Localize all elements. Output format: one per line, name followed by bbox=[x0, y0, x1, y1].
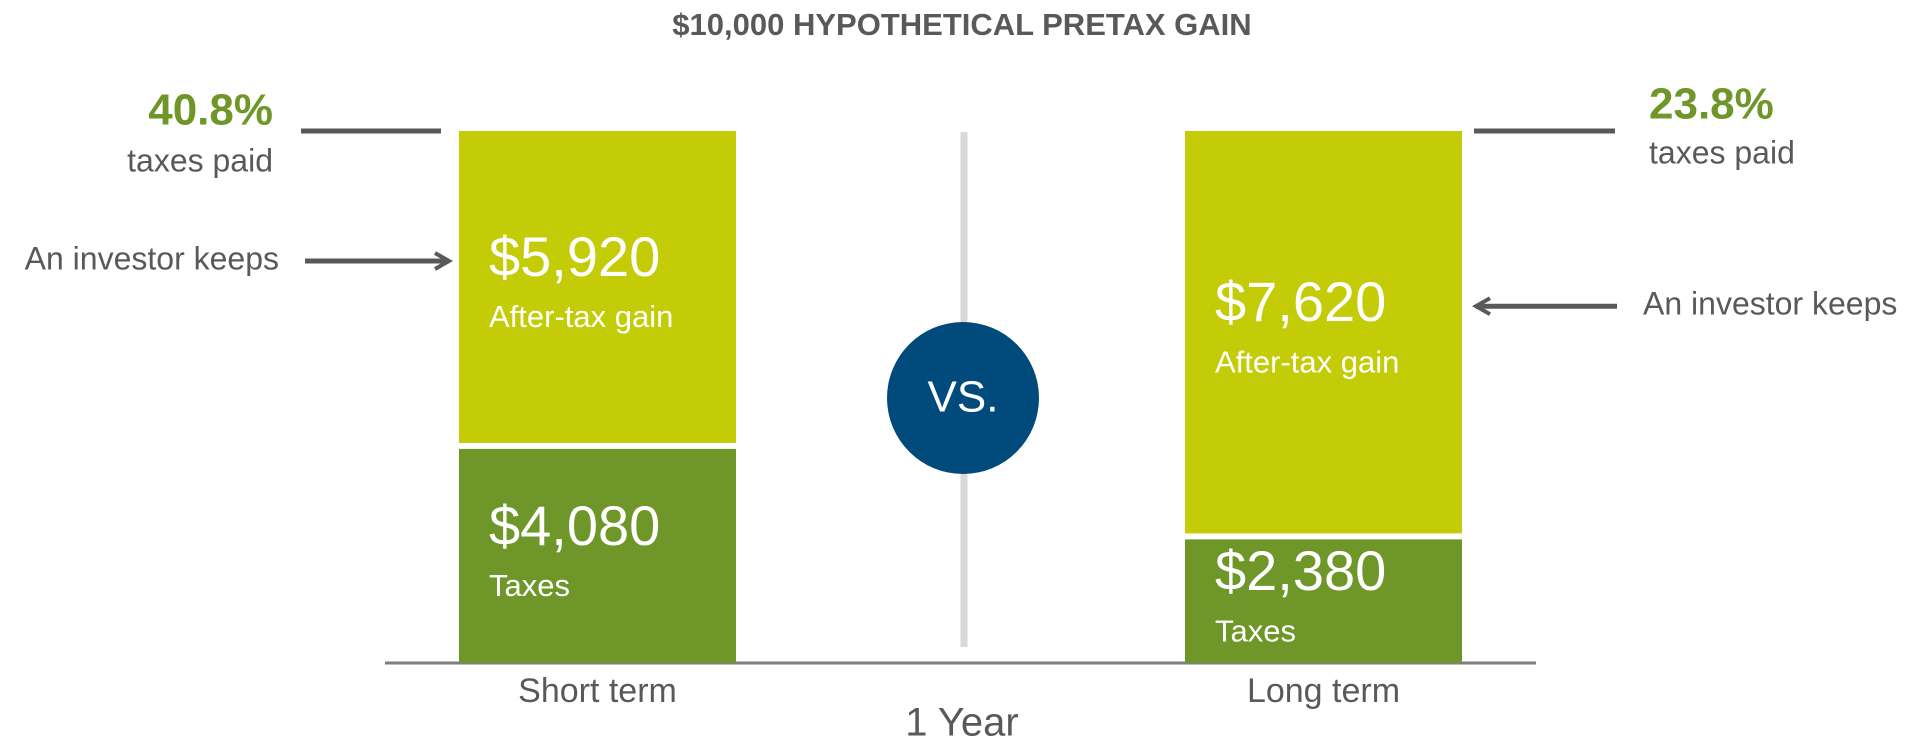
value-label: $2,380 bbox=[1215, 539, 1386, 602]
segment-name: After-tax gain bbox=[489, 299, 673, 334]
bar-segment bbox=[1185, 539, 1462, 663]
bar-segment bbox=[1185, 131, 1462, 534]
vs-circle bbox=[887, 322, 1039, 474]
segment-name: After-tax gain bbox=[1215, 344, 1399, 379]
bar-segment bbox=[459, 448, 736, 663]
segment-name: Taxes bbox=[489, 568, 570, 603]
value-label: $5,920 bbox=[489, 225, 660, 288]
value-label: $7,620 bbox=[1215, 270, 1386, 333]
taxes-paid-label: taxes paid bbox=[1649, 134, 1795, 170]
tax-rate: 23.8% bbox=[1649, 80, 1774, 129]
vs-label: VS. bbox=[928, 373, 999, 422]
tax-rate: 40.8% bbox=[148, 86, 273, 135]
segment-name: Taxes bbox=[1215, 613, 1296, 648]
chart-title: $10,000 HYPOTHETICAL PRETAX GAIN bbox=[672, 7, 1251, 42]
keeps-label: An investor keeps bbox=[1643, 286, 1897, 322]
keeps-label: An investor keeps bbox=[25, 240, 279, 276]
bar-segment bbox=[459, 131, 736, 443]
x-tick-label: Short term bbox=[518, 672, 677, 710]
taxes-paid-label: taxes paid bbox=[127, 142, 273, 178]
x-tick-label: Long term bbox=[1247, 672, 1400, 710]
value-label: $4,080 bbox=[489, 494, 660, 557]
x-axis-label: 1 Year bbox=[905, 701, 1018, 745]
